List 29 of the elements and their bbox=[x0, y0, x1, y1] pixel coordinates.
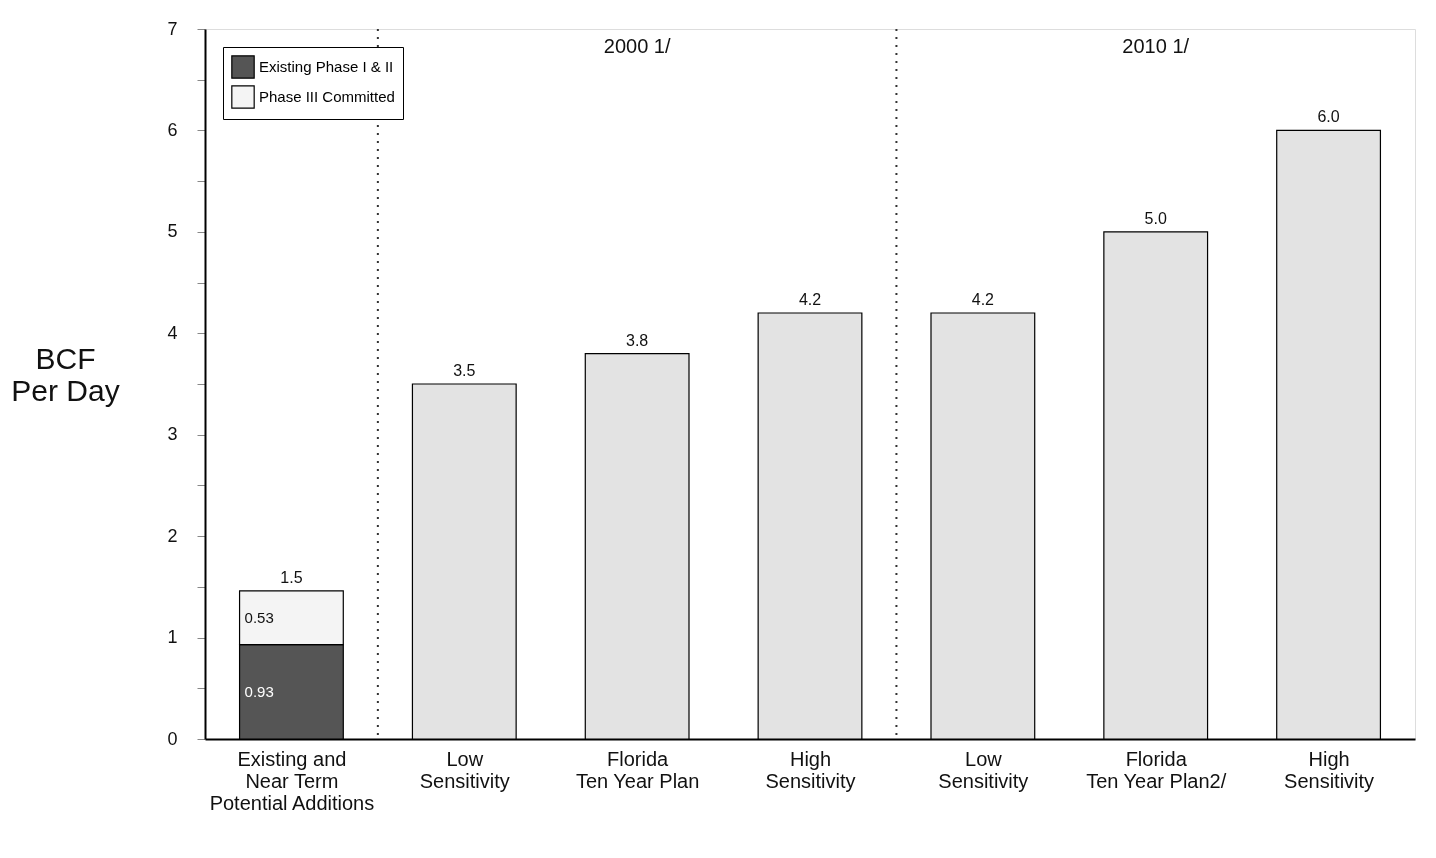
data-label: 5.0 bbox=[1144, 209, 1167, 227]
x-tick-label: Low Sensitivity bbox=[938, 747, 1029, 792]
data-label: 0.93 bbox=[244, 682, 274, 700]
x-tick-label: Low Sensitivity bbox=[419, 747, 510, 792]
data-label: 0.53 bbox=[244, 608, 274, 626]
total-label: 1.5 bbox=[280, 568, 303, 586]
y-tick-label: 7 bbox=[167, 18, 178, 39]
data-label: 4.2 bbox=[798, 291, 822, 308]
data-label: 3.8 bbox=[626, 331, 649, 349]
y-tick-label: 5 bbox=[167, 221, 178, 242]
data-label: 6.0 bbox=[1317, 108, 1340, 126]
y-tick-label: 0 bbox=[167, 728, 178, 749]
data-label: 3.5 bbox=[453, 362, 476, 379]
y-tick-label: 1 bbox=[167, 627, 178, 648]
y-tick-label: 3 bbox=[167, 424, 178, 445]
y-axis-title: BCF Per Day bbox=[11, 341, 120, 407]
annotation: 2010 1/ bbox=[1122, 35, 1190, 57]
x-tick-label: Existing and Near Term Potential Additions bbox=[209, 747, 375, 814]
y-tick-label: 2 bbox=[167, 525, 178, 546]
data-label: 4.2 bbox=[971, 291, 995, 308]
legend-label: Existing Phase I & II bbox=[259, 58, 394, 75]
y-tick-label: 4 bbox=[167, 322, 178, 343]
x-tick-label: Florida Ten Year Plan2/ bbox=[1086, 747, 1227, 792]
x-tick-label: High Sensitivity bbox=[1284, 747, 1375, 792]
legend-label: Phase III Committed bbox=[259, 88, 395, 105]
y-tick-label: 6 bbox=[167, 119, 178, 140]
x-tick-label: High Sensitivity bbox=[765, 747, 856, 792]
annotation: 2000 1/ bbox=[603, 35, 671, 57]
x-tick-label: Florida Ten Year Plan bbox=[575, 747, 700, 792]
